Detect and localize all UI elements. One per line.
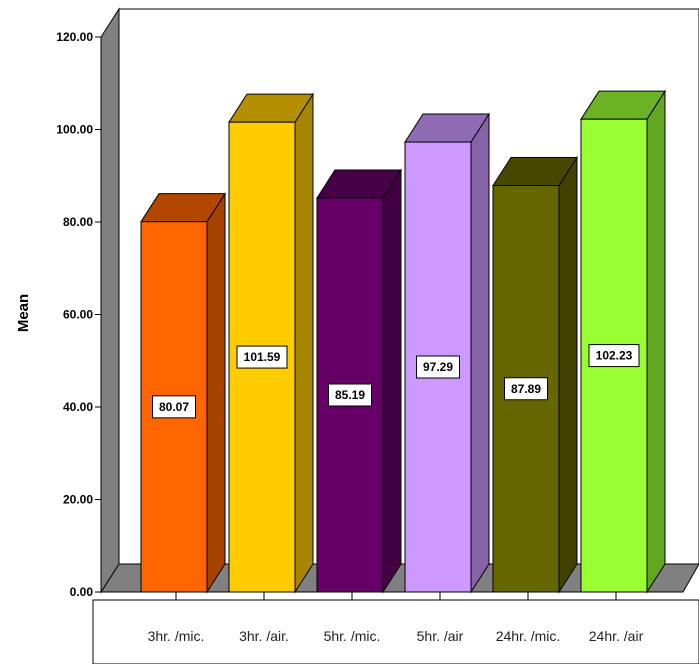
data-label: 101.59 (236, 345, 288, 369)
bar-side (558, 155, 578, 594)
y-tick-label: 80.00 (63, 215, 93, 229)
data-label: 102.23 (588, 344, 640, 368)
bar (580, 89, 666, 594)
chart-left-wall (100, 7, 120, 594)
data-label-box (588, 344, 640, 368)
bar-side (382, 168, 402, 594)
data-label-box (236, 345, 288, 369)
y-tick-label: 120.00 (56, 30, 93, 44)
bar-side (646, 89, 666, 594)
x-tick-label: 24hr. /mic. (496, 628, 561, 644)
y-tick-label: 40.00 (63, 400, 93, 414)
data-label-text: 80.07 (159, 400, 189, 414)
data-label: 97.29 (416, 355, 460, 379)
data-label-text: 97.29 (423, 360, 453, 374)
data-label-box (416, 355, 460, 379)
y-axis: 0.00 20.00 40.00 60.00 80.00 100.00 120.00 (56, 30, 102, 599)
x-tick-label: 3hr. /mic. (148, 628, 205, 644)
data-label-text: 101.59 (244, 350, 281, 364)
data-label: 87.89 (504, 377, 548, 401)
bar (492, 155, 578, 594)
bar (316, 168, 402, 594)
bar (228, 92, 314, 594)
bar (140, 191, 226, 594)
x-axis: 3hr. /mic. 3hr. /air. 5hr. /mic. 5hr. /air 2… (92, 592, 699, 664)
data-label-text: 85.19 (335, 388, 365, 402)
y-tick-label: 100.00 (56, 123, 93, 137)
data-label-text: 102.23 (596, 349, 633, 363)
value-labels: 80.07 101.59 85.19 97.29 87.89 102.23 (152, 344, 640, 419)
bar-side (294, 92, 314, 594)
category-label-box (92, 599, 699, 664)
y-tick-label: 0.00 (70, 585, 94, 599)
bar (404, 112, 490, 594)
x-tick-label: 24hr. /air (589, 628, 644, 644)
data-label-box (152, 395, 196, 419)
data-label: 80.07 (152, 395, 196, 419)
data-label-text: 87.89 (511, 382, 541, 396)
y-axis-label: Mean (15, 294, 32, 332)
y-tick-label: 60.00 (63, 308, 93, 322)
data-label-box (504, 377, 548, 401)
x-tick-label: 5hr. /air (417, 628, 464, 644)
bar-side (470, 112, 490, 594)
x-tick-label: 5hr. /mic. (324, 628, 381, 644)
x-tick-label: 3hr. /air. (239, 628, 289, 644)
data-label: 85.19 (328, 383, 372, 407)
data-label-box (328, 383, 372, 407)
y-tick-label: 20.00 (63, 493, 93, 507)
bar-side (206, 191, 226, 594)
